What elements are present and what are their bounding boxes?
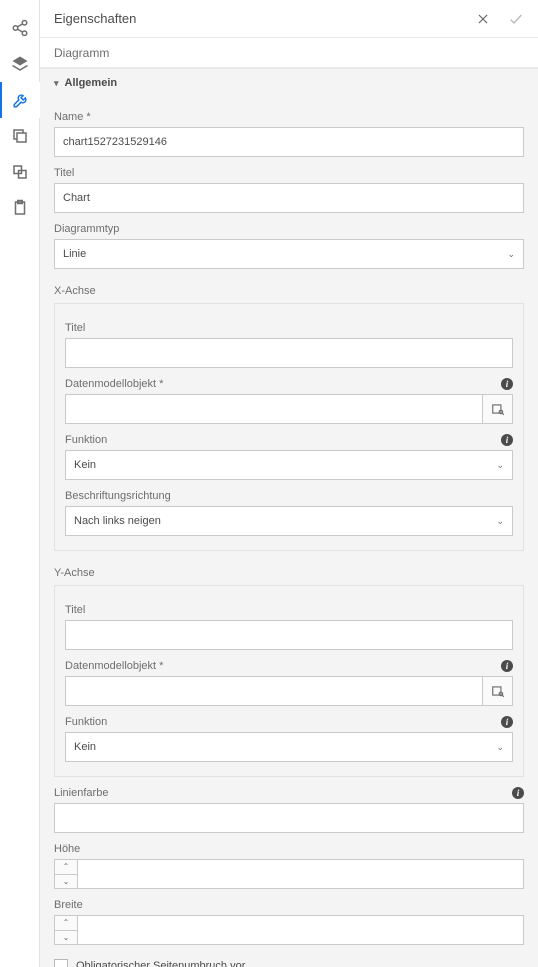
xaxis-function-select[interactable]: Kein ⌄: [65, 450, 513, 480]
left-rail: [0, 0, 40, 967]
section-general: ▾ Allgemein Name * Titel Diagrammtyp Lin…: [40, 68, 538, 967]
yaxis-datamodel-label: Datenmodellobjekt *: [65, 660, 163, 672]
yaxis-datamodel-input[interactable]: [65, 676, 483, 706]
chevron-down-icon: ⌄: [496, 742, 504, 753]
xaxis-datamodel-label: Datenmodellobjekt *: [65, 378, 163, 390]
height-step-down[interactable]: ⌄: [54, 874, 78, 890]
chevron-down-icon: ⌄: [496, 516, 504, 527]
yaxis-heading: Y-Achse: [54, 565, 524, 579]
yaxis-function-label: Funktion: [65, 716, 107, 728]
chevron-down-icon: ⌄: [507, 249, 515, 260]
yaxis-title-input[interactable]: [65, 620, 513, 650]
rail-tools-icon[interactable]: [0, 82, 40, 118]
width-step-down[interactable]: ⌄: [54, 930, 78, 946]
rail-copy-icon[interactable]: [0, 118, 40, 154]
xaxis-function-label: Funktion: [65, 434, 107, 446]
pagebreak-before-checkbox[interactable]: [54, 959, 68, 967]
panel-title: Eigenschaften: [54, 11, 136, 26]
xaxis-title-label: Titel: [65, 322, 85, 334]
info-icon[interactable]: i: [501, 378, 513, 390]
field-name: Name *: [54, 111, 524, 157]
name-input[interactable]: [54, 127, 524, 157]
width-label: Breite: [54, 899, 83, 911]
rail-clipboard-icon[interactable]: [0, 190, 40, 226]
xaxis-labeldir-label: Beschriftungsrichtung: [65, 490, 171, 502]
yaxis-function-value: Kein: [74, 741, 96, 753]
height-step-up[interactable]: ⌃: [54, 859, 78, 874]
title-input[interactable]: [54, 183, 524, 213]
pagebreak-before-label: Obligatorischer Seitenumbruch vor: [76, 960, 245, 967]
rail-duplicate-icon[interactable]: [0, 154, 40, 190]
charttype-label: Diagrammtyp: [54, 223, 119, 235]
yaxis-datamodel-browse-button[interactable]: [483, 676, 513, 706]
close-icon[interactable]: [476, 11, 490, 27]
xaxis-function-value: Kein: [74, 459, 96, 471]
width-input[interactable]: [78, 915, 524, 945]
charttype-select[interactable]: Linie ⌄: [54, 239, 524, 269]
rail-layers-icon[interactable]: [0, 46, 40, 82]
xaxis-title-input[interactable]: [65, 338, 513, 368]
confirm-icon[interactable]: [508, 11, 524, 27]
section-title: Allgemein: [65, 77, 118, 89]
xaxis-labeldir-value: Nach links neigen: [74, 515, 161, 527]
info-icon[interactable]: i: [501, 716, 513, 728]
linecolor-label: Linienfarbe: [54, 787, 108, 799]
chevron-down-icon: ⌄: [496, 460, 504, 471]
xaxis-group: Titel Datenmodellobjekt * i Funktion i: [54, 303, 524, 551]
linecolor-input[interactable]: [54, 803, 524, 833]
name-label: Name *: [54, 111, 91, 123]
xaxis-heading: X-Achse: [54, 283, 524, 297]
rail-share-icon[interactable]: [0, 10, 40, 46]
xaxis-datamodel-input[interactable]: [65, 394, 483, 424]
height-stepper: ⌃ ⌄: [54, 859, 78, 889]
width-step-up[interactable]: ⌃: [54, 915, 78, 930]
xaxis-datamodel-browse-button[interactable]: [483, 394, 513, 424]
panel-scroll[interactable]: ▾ Allgemein Name * Titel Diagrammtyp Lin…: [40, 68, 538, 967]
panel-subheader: Diagramm: [40, 38, 538, 68]
xaxis-labeldir-select[interactable]: Nach links neigen ⌄: [65, 506, 513, 536]
width-stepper: ⌃ ⌄: [54, 915, 78, 945]
panel-header: Eigenschaften: [40, 0, 538, 38]
pagebreak-before-row: Obligatorischer Seitenumbruch vor: [54, 959, 524, 967]
info-icon[interactable]: i: [501, 434, 513, 446]
charttype-value: Linie: [63, 248, 86, 260]
chevron-down-icon: ▾: [54, 78, 59, 89]
info-icon[interactable]: i: [501, 660, 513, 672]
height-label: Höhe: [54, 843, 80, 855]
info-icon[interactable]: i: [512, 787, 524, 799]
field-title: Titel: [54, 167, 524, 213]
field-height: Höhe ⌃ ⌄: [54, 843, 524, 889]
section-header[interactable]: ▾ Allgemein: [40, 69, 538, 97]
height-input[interactable]: [78, 859, 524, 889]
field-charttype: Diagrammtyp Linie ⌄: [54, 223, 524, 269]
yaxis-function-select[interactable]: Kein ⌄: [65, 732, 513, 762]
field-linecolor: Linienfarbe i: [54, 787, 524, 833]
title-label: Titel: [54, 167, 74, 179]
yaxis-group: Titel Datenmodellobjekt * i Funktion i: [54, 585, 524, 777]
field-width: Breite ⌃ ⌄: [54, 899, 524, 945]
properties-panel: Eigenschaften Diagramm ▾ Allgemein Name …: [40, 0, 538, 967]
yaxis-title-label: Titel: [65, 604, 85, 616]
